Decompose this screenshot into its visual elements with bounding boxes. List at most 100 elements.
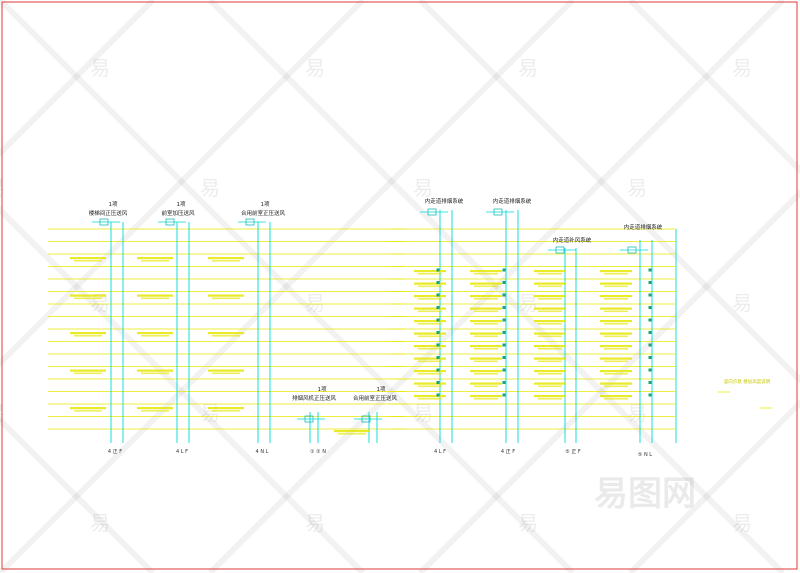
- duct-note: [414, 282, 446, 285]
- watermark-glyph: 易: [200, 401, 220, 425]
- duct-note: [538, 273, 562, 275]
- duct-note: [474, 285, 498, 288]
- valve-marker: [502, 356, 506, 359]
- duct-note: [538, 310, 562, 313]
- duct-note: [208, 294, 244, 297]
- duct-note: [600, 357, 632, 360]
- watermark-stripe: [0, 0, 156, 158]
- watermark-glyph: 易: [305, 291, 325, 315]
- valve-marker: [648, 318, 652, 322]
- watermark-glyph: 易: [732, 511, 752, 535]
- valve-marker: [436, 293, 440, 297]
- system-number-5: 1项: [377, 386, 386, 393]
- system-name-7: 内走道排烟系统: [493, 197, 532, 205]
- duct-note: [474, 323, 498, 325]
- duct-note: [534, 270, 566, 273]
- watermark-glyph: 易: [413, 401, 433, 425]
- duct-note: [208, 257, 244, 260]
- duct-note: [538, 323, 562, 325]
- duct-note: [600, 395, 632, 398]
- watermark-stripe: [417, 188, 800, 573]
- duct-note: [470, 295, 502, 298]
- system-name-2: 前室加压送风: [161, 209, 195, 217]
- duct-note: [534, 357, 566, 360]
- duct-note: [212, 297, 240, 300]
- watermark-stripe: [417, 0, 800, 385]
- duct-note: [141, 260, 169, 262]
- valve-marker: [436, 331, 440, 334]
- duct-note: [474, 398, 498, 400]
- duct-note: [70, 332, 106, 335]
- duct-note: [141, 372, 169, 375]
- watermark-glyph: 易: [305, 511, 325, 535]
- valve-marker: [502, 381, 506, 384]
- duct-note: [74, 372, 102, 375]
- duct-note: [70, 407, 106, 410]
- valve-marker: [648, 306, 652, 309]
- duct-note: [212, 335, 240, 337]
- duct-note: [137, 407, 173, 410]
- system-name-8: 内走道补风系统: [553, 236, 592, 244]
- duct-note: [418, 385, 442, 388]
- duct-note: [338, 433, 366, 435]
- duct-note: [534, 370, 566, 373]
- duct-note: [414, 382, 446, 385]
- duct-note: [418, 298, 442, 300]
- duct-note: [470, 357, 502, 360]
- duct-annotations: [70, 257, 772, 435]
- watermark-glyph: 易: [518, 56, 538, 80]
- system-name-9: 内走道排烟系统: [624, 223, 663, 231]
- watermark-stripe: [627, 0, 800, 175]
- watermark-glyph: 易: [518, 511, 538, 535]
- duct-note: [414, 270, 446, 273]
- valve-marker: [502, 281, 506, 284]
- duct-note: [600, 295, 632, 298]
- duct-note: [538, 360, 562, 363]
- duct-note: [600, 307, 632, 310]
- duct-note: [208, 332, 244, 335]
- duct-note: [141, 335, 169, 337]
- duct-note: [418, 323, 442, 325]
- watermark-stripe: [0, 0, 576, 573]
- duct-note: [604, 398, 628, 400]
- valve-marker: [648, 368, 652, 372]
- duct-note: [604, 348, 628, 350]
- valve-marker: [502, 318, 506, 322]
- watermark-glyph: 易: [413, 176, 433, 200]
- duct-note: [470, 332, 502, 335]
- duct-note: [470, 395, 502, 398]
- duct-note: [604, 310, 628, 313]
- watermark-stripe: [627, 398, 800, 573]
- watermark-glyph: 易: [518, 291, 538, 315]
- duct-note: [418, 273, 442, 275]
- duct-note: [74, 335, 102, 337]
- duct-note: [212, 260, 240, 262]
- duct-note: [474, 335, 498, 338]
- duct-note: [538, 398, 562, 400]
- valve-marker: [436, 368, 440, 372]
- duct-note: [470, 307, 502, 310]
- duct-note: [414, 395, 446, 398]
- duct-note: [74, 260, 102, 262]
- valve-marker: [436, 343, 440, 347]
- duct-note: [414, 370, 446, 373]
- duct-note: [604, 273, 628, 275]
- duct-note: [414, 357, 446, 360]
- riser-tag-1: 4 正 F: [108, 449, 122, 455]
- duct-note: [534, 307, 566, 310]
- valve-marker: [436, 393, 440, 397]
- duct-note: [414, 307, 446, 310]
- duct-note: [212, 372, 240, 375]
- valve-marker: [502, 343, 506, 347]
- riser-tag-2: 4 L F: [176, 449, 188, 455]
- duct-note: [534, 282, 566, 285]
- duct-note: [74, 297, 102, 300]
- duct-note: [74, 410, 102, 412]
- valve-marker: [648, 343, 652, 347]
- riser-tag-3: 4 N L: [256, 449, 269, 455]
- system-number-4: 1项: [318, 386, 327, 393]
- duct-note: [538, 348, 562, 350]
- valve-marker: [436, 281, 440, 284]
